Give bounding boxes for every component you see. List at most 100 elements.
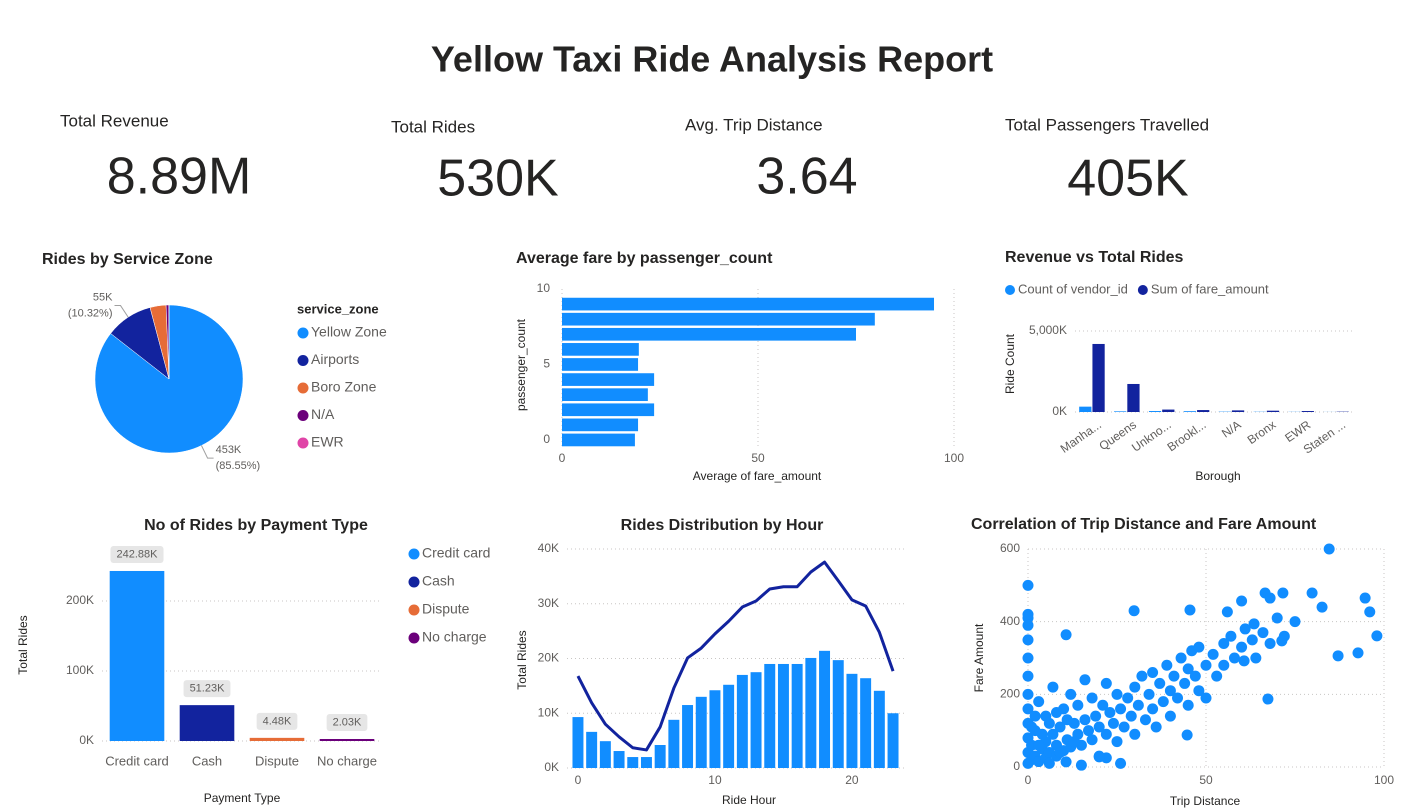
scatter-point bbox=[1054, 721, 1066, 733]
legend-label: N/A bbox=[311, 406, 335, 422]
bar bbox=[562, 433, 635, 447]
scatter-point bbox=[1172, 692, 1184, 704]
bar bbox=[1114, 411, 1127, 412]
scatter-point bbox=[1097, 699, 1109, 711]
scatter-point bbox=[1239, 623, 1251, 635]
legend-marker bbox=[1005, 285, 1015, 295]
x-tick-label: 100 bbox=[944, 451, 964, 465]
x-tick-label: 50 bbox=[751, 451, 765, 465]
scatter-point bbox=[1054, 746, 1066, 758]
scatter-point bbox=[1079, 714, 1091, 726]
legend-marker bbox=[297, 410, 309, 421]
scatter-point bbox=[1211, 670, 1223, 682]
data-label: (10.32%) bbox=[68, 307, 113, 319]
scatter-point bbox=[1093, 751, 1105, 763]
bar bbox=[562, 297, 935, 311]
leader-line bbox=[200, 445, 214, 459]
scatter-point bbox=[1060, 629, 1072, 641]
scatter-point bbox=[1179, 677, 1191, 689]
scatter-point bbox=[1182, 663, 1194, 675]
kpi-value: 405K bbox=[1067, 150, 1189, 208]
scatter-point bbox=[1111, 688, 1123, 700]
chart-title: No of Rides by Payment Type bbox=[144, 517, 368, 534]
scatter-point bbox=[1043, 717, 1055, 729]
scatter-point bbox=[1164, 710, 1176, 722]
scatter-point bbox=[1050, 707, 1062, 718]
legend-marker bbox=[408, 548, 420, 560]
data-label-bg bbox=[110, 545, 164, 563]
scatter-point bbox=[1157, 696, 1169, 708]
y-tick-label: 400 bbox=[1000, 614, 1020, 628]
scatter-point bbox=[1036, 728, 1048, 740]
y-tick-label: 0K bbox=[544, 760, 559, 774]
scatter-point bbox=[1079, 674, 1091, 686]
legend-label: Boro Zone bbox=[311, 379, 377, 395]
kpi-label: Total Revenue bbox=[60, 111, 169, 130]
kpi-value: 3.64 bbox=[756, 148, 857, 206]
legend-label: No charge bbox=[422, 629, 487, 645]
bar bbox=[860, 678, 872, 768]
bar bbox=[764, 663, 776, 768]
legend-label: Dispute bbox=[422, 601, 470, 617]
kpi-value: 8.89M bbox=[107, 148, 252, 206]
bar bbox=[791, 663, 803, 768]
y-tick-label: 0K bbox=[79, 733, 94, 747]
leader-line bbox=[114, 305, 129, 318]
x-tick-label: Brookl... bbox=[1165, 418, 1209, 455]
scatter-point bbox=[1184, 604, 1196, 616]
bar bbox=[562, 388, 648, 402]
x-axis-title: Borough bbox=[1195, 469, 1240, 483]
legend-marker bbox=[408, 632, 420, 644]
x-tick-label: N/A bbox=[1219, 418, 1243, 441]
legend-marker bbox=[297, 327, 309, 339]
scatter-point bbox=[1029, 710, 1041, 722]
kpi-value: 530K bbox=[437, 150, 559, 208]
bar bbox=[1197, 410, 1210, 412]
scatter-point bbox=[1228, 652, 1240, 664]
data-label: 51.23K bbox=[190, 683, 226, 695]
scatter-point bbox=[1250, 652, 1262, 664]
x-axis-title: Trip Distance bbox=[1170, 794, 1241, 808]
legend-label: Airports bbox=[311, 351, 359, 367]
y-tick-label: 10 bbox=[537, 281, 551, 295]
x-axis-title: Ride Hour bbox=[722, 793, 776, 807]
bar bbox=[873, 690, 885, 768]
scatter-point bbox=[1143, 688, 1155, 700]
bar bbox=[1231, 410, 1245, 412]
legend-marker bbox=[408, 576, 420, 588]
scatter-point bbox=[1264, 592, 1276, 604]
scatter-point bbox=[1236, 595, 1248, 607]
chart-title: Average fare by passenger_count bbox=[516, 250, 773, 267]
scatter-point bbox=[1262, 693, 1274, 705]
y-tick-label: 5,000K bbox=[1029, 323, 1067, 337]
scatter-point bbox=[1289, 616, 1301, 628]
y-tick-label: 10K bbox=[538, 705, 559, 719]
y-axis-title: passenger_count bbox=[514, 318, 528, 411]
scatter-point bbox=[1332, 650, 1344, 662]
bar bbox=[562, 343, 639, 356]
data-label-bg bbox=[326, 714, 368, 731]
x-tick-label: Bronx bbox=[1245, 418, 1279, 447]
scatter-point bbox=[1154, 677, 1166, 689]
bar bbox=[846, 673, 858, 768]
scatter-point bbox=[1150, 721, 1162, 733]
scatter-point bbox=[1068, 736, 1080, 748]
bar bbox=[613, 751, 625, 768]
scatter-point bbox=[1359, 592, 1371, 604]
scatter-point bbox=[1026, 721, 1038, 733]
data-label: 55K bbox=[93, 291, 113, 303]
scatter-point bbox=[1022, 652, 1034, 664]
legend-title: service_zone bbox=[297, 301, 379, 316]
bar bbox=[709, 690, 721, 768]
scatter-point bbox=[1022, 608, 1034, 620]
legend-label: Cash bbox=[422, 573, 455, 589]
x-tick-label: 50 bbox=[1199, 773, 1213, 787]
bar bbox=[179, 705, 235, 741]
legend-label: Credit card bbox=[422, 545, 490, 561]
bar bbox=[562, 327, 856, 341]
bar bbox=[562, 358, 639, 371]
data-label-bg bbox=[256, 712, 298, 730]
scatter-point bbox=[1060, 756, 1072, 768]
x-tick-label: 20 bbox=[845, 773, 859, 787]
scatter-point bbox=[1193, 641, 1205, 653]
